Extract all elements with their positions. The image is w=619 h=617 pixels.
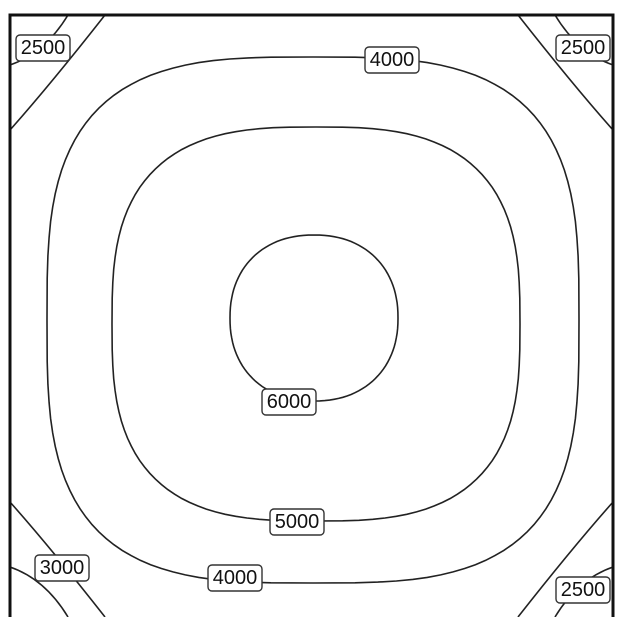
contour-line	[9, 501, 106, 617]
contour-label-text: 4000	[213, 567, 258, 589]
label-box	[261, 388, 317, 416]
contour-label-text: 5000	[275, 511, 320, 533]
contour-label-text: 2500	[561, 579, 606, 601]
contour-label-text: 3000	[40, 557, 85, 579]
contour-label: 2500	[555, 34, 611, 62]
contour-label-text: 2500	[561, 37, 606, 59]
label-box	[34, 554, 90, 582]
label-box	[15, 34, 71, 62]
contour-label: 5000	[269, 508, 325, 536]
contour-label: 2500	[555, 576, 611, 604]
plot-area: 2500 2500 2500 3000 4000 4000 5000 6000	[9, 14, 614, 617]
contour-line	[9, 14, 106, 131]
label-box	[555, 34, 611, 62]
contour-line	[229, 234, 399, 402]
contour-label: 4000	[207, 564, 263, 592]
contour-label-text: 6000	[267, 391, 312, 413]
label-box	[364, 46, 420, 74]
contour-label: 3000	[34, 554, 90, 582]
contour-line	[517, 501, 614, 617]
label-box	[207, 564, 263, 592]
contour-line	[111, 126, 521, 522]
contour-label: 2500	[15, 34, 71, 62]
contour-label-text: 2500	[21, 37, 66, 59]
contour-label: 6000	[261, 388, 317, 416]
contour-label-text: 4000	[370, 49, 415, 71]
label-box	[269, 508, 325, 536]
contour-line	[517, 14, 614, 131]
frame	[8, 13, 615, 617]
contour-line	[46, 56, 580, 584]
contour-line	[9, 566, 69, 617]
label-box	[555, 576, 611, 604]
contour-label: 4000	[364, 46, 420, 74]
